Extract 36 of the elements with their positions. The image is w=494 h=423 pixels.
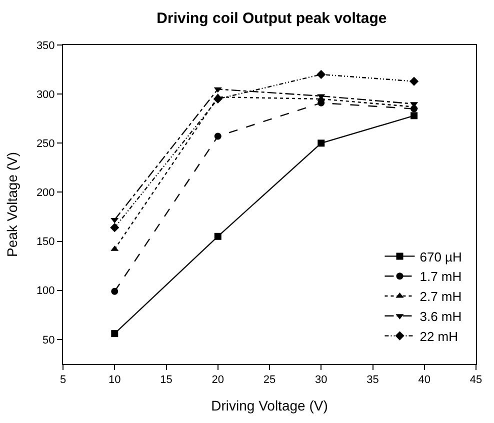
y-tick-label: 100 bbox=[36, 285, 55, 298]
point bbox=[213, 94, 222, 104]
point bbox=[410, 112, 418, 120]
point bbox=[110, 223, 120, 232]
point bbox=[410, 76, 419, 86]
x-tick-label: 10 bbox=[108, 374, 121, 386]
point bbox=[111, 288, 118, 295]
x-tick-label: 20 bbox=[212, 374, 224, 386]
legend-label: 1.7 mH bbox=[420, 269, 462, 284]
legend-label: 22 mH bbox=[420, 328, 458, 344]
point bbox=[110, 218, 119, 224]
chart-title: Driving coil Output peak voltage bbox=[156, 10, 387, 28]
legend-label: 2.7 mH bbox=[420, 289, 462, 304]
point bbox=[214, 87, 222, 93]
legend-label: 3.6 mH bbox=[420, 308, 462, 324]
y-tick-label: 150 bbox=[36, 236, 55, 248]
y-tick-label: 350 bbox=[36, 40, 55, 52]
y-axis-title: Peak Voltage (V) bbox=[4, 152, 20, 258]
x-tick-label: 35 bbox=[366, 374, 379, 386]
point bbox=[214, 232, 222, 240]
x-tick-label: 40 bbox=[418, 374, 431, 386]
y-tick-label: 300 bbox=[36, 88, 55, 101]
x-axis-title: Driving Voltage (V) bbox=[211, 398, 328, 414]
x-tick-label: 25 bbox=[263, 374, 276, 386]
point bbox=[111, 330, 118, 338]
y-tick-label: 50 bbox=[42, 334, 55, 346]
x-tick-label: 30 bbox=[315, 374, 328, 386]
y-tick-label: 200 bbox=[36, 187, 55, 200]
x-tick-label: 5 bbox=[60, 374, 66, 386]
point bbox=[318, 140, 325, 147]
point bbox=[316, 70, 326, 79]
legend-label: 670 µH bbox=[420, 249, 462, 264]
x-tick-label: 45 bbox=[470, 374, 482, 386]
x-tick-label: 15 bbox=[160, 374, 172, 386]
point bbox=[214, 132, 222, 140]
y-tick-label: 250 bbox=[36, 138, 55, 150]
